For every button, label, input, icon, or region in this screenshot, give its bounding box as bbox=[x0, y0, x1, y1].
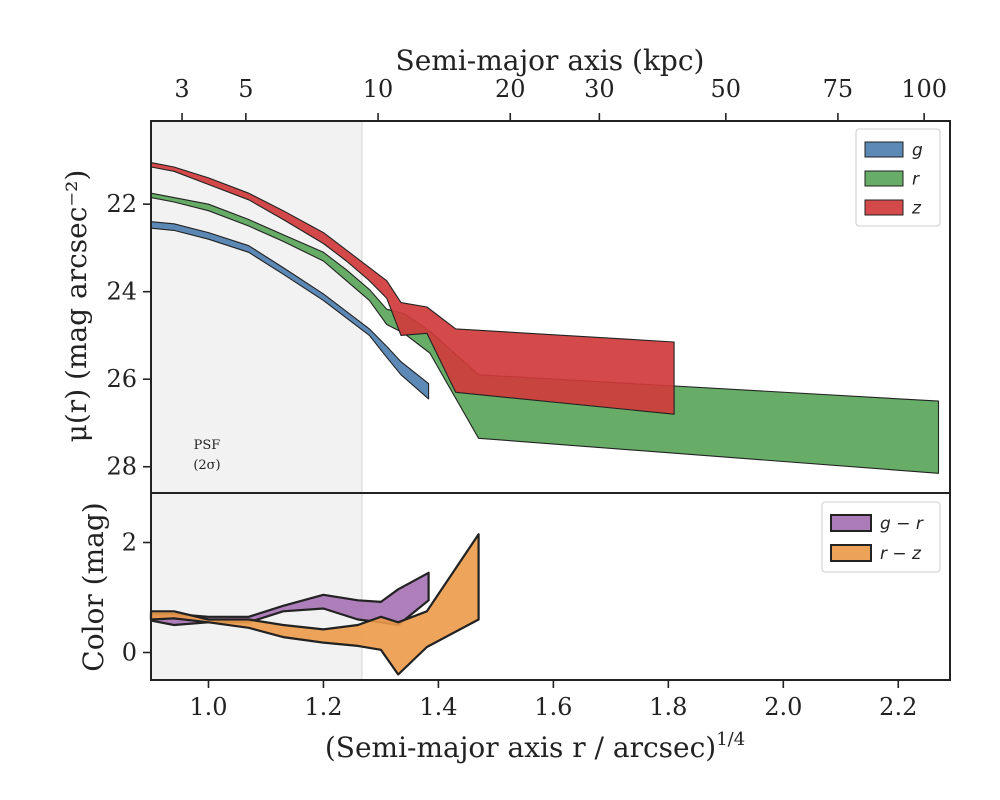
sb-legend-label: z bbox=[911, 199, 922, 219]
color-y-tick-label: 2 bbox=[122, 529, 137, 557]
color-legend-label: g − r bbox=[880, 514, 924, 534]
sb-legend: grz bbox=[855, 128, 941, 227]
x-tick-label: 1.0 bbox=[189, 693, 227, 721]
psf-sigma-label: (2σ) bbox=[193, 458, 220, 473]
psf-shade-top bbox=[151, 121, 362, 493]
kpc-tick-label: 3 bbox=[174, 75, 189, 103]
color-legend-swatch bbox=[830, 514, 872, 532]
bottom-axis-title: (Semi-major axis r / arcsec)1/4 bbox=[325, 729, 745, 764]
color-series-layer bbox=[149, 533, 480, 676]
color-legend-swatch bbox=[830, 544, 872, 562]
sb-band-g bbox=[150, 221, 430, 400]
bottom-axis-title-sup: 1/4 bbox=[716, 729, 745, 750]
color-band-rz bbox=[149, 533, 480, 676]
top-axis-title: Semi-major axis (kpc) bbox=[396, 44, 705, 77]
x-tick-label: 2.0 bbox=[764, 693, 802, 721]
sb-y-tick-label: 28 bbox=[106, 453, 137, 481]
kpc-tick-label: 100 bbox=[901, 75, 947, 103]
bottom-axis-title-main: (Semi-major axis r / arcsec) bbox=[325, 731, 716, 764]
color-axis-title: Color (mag) bbox=[77, 502, 110, 671]
x-tick-label: 1.2 bbox=[304, 693, 342, 721]
x-tick-label: 1.6 bbox=[534, 693, 572, 721]
sb-band-r bbox=[150, 192, 940, 474]
kpc-tick-label: 75 bbox=[823, 75, 854, 103]
color-panel-frame bbox=[150, 492, 951, 681]
x-tick-label: 2.2 bbox=[879, 693, 917, 721]
psf-label: PSF bbox=[194, 438, 221, 453]
sb-legend-swatch bbox=[864, 170, 904, 187]
psf-shade-bottom bbox=[151, 493, 362, 680]
sb-band-z bbox=[150, 162, 675, 415]
sb-legend-swatch bbox=[864, 141, 904, 158]
kpc-tick-label: 10 bbox=[363, 75, 394, 103]
kpc-tick-label: 20 bbox=[495, 75, 526, 103]
sb-axis-title: μ(r) (mag arcsec⁻²) bbox=[60, 170, 93, 443]
sb-y-tick-label: 26 bbox=[106, 365, 137, 393]
sb-legend-swatch bbox=[864, 199, 904, 216]
color-legend-label: r − z bbox=[880, 544, 922, 564]
kpc-tick-label: 50 bbox=[711, 75, 742, 103]
sb-legend-label: g bbox=[912, 141, 923, 161]
color-y-tick-label: 0 bbox=[122, 639, 137, 667]
x-tick-label: 1.4 bbox=[419, 693, 457, 721]
tick-layer: 1.0 1.2 1.4 1.6 1.8 2.0 2.23 5 10 20 30 50 75 1002224… bbox=[106, 75, 947, 721]
x-tick-label: 1.8 bbox=[649, 693, 687, 721]
sb-y-tick-label: 24 bbox=[106, 278, 137, 306]
kpc-tick-label: 30 bbox=[584, 75, 615, 103]
kpc-tick-label: 5 bbox=[238, 75, 253, 103]
sb-series-layer bbox=[150, 162, 940, 474]
color-legend: g − r r − z bbox=[821, 501, 941, 573]
sb-y-tick-label: 22 bbox=[106, 190, 137, 218]
sb-legend-label: r bbox=[912, 170, 920, 190]
